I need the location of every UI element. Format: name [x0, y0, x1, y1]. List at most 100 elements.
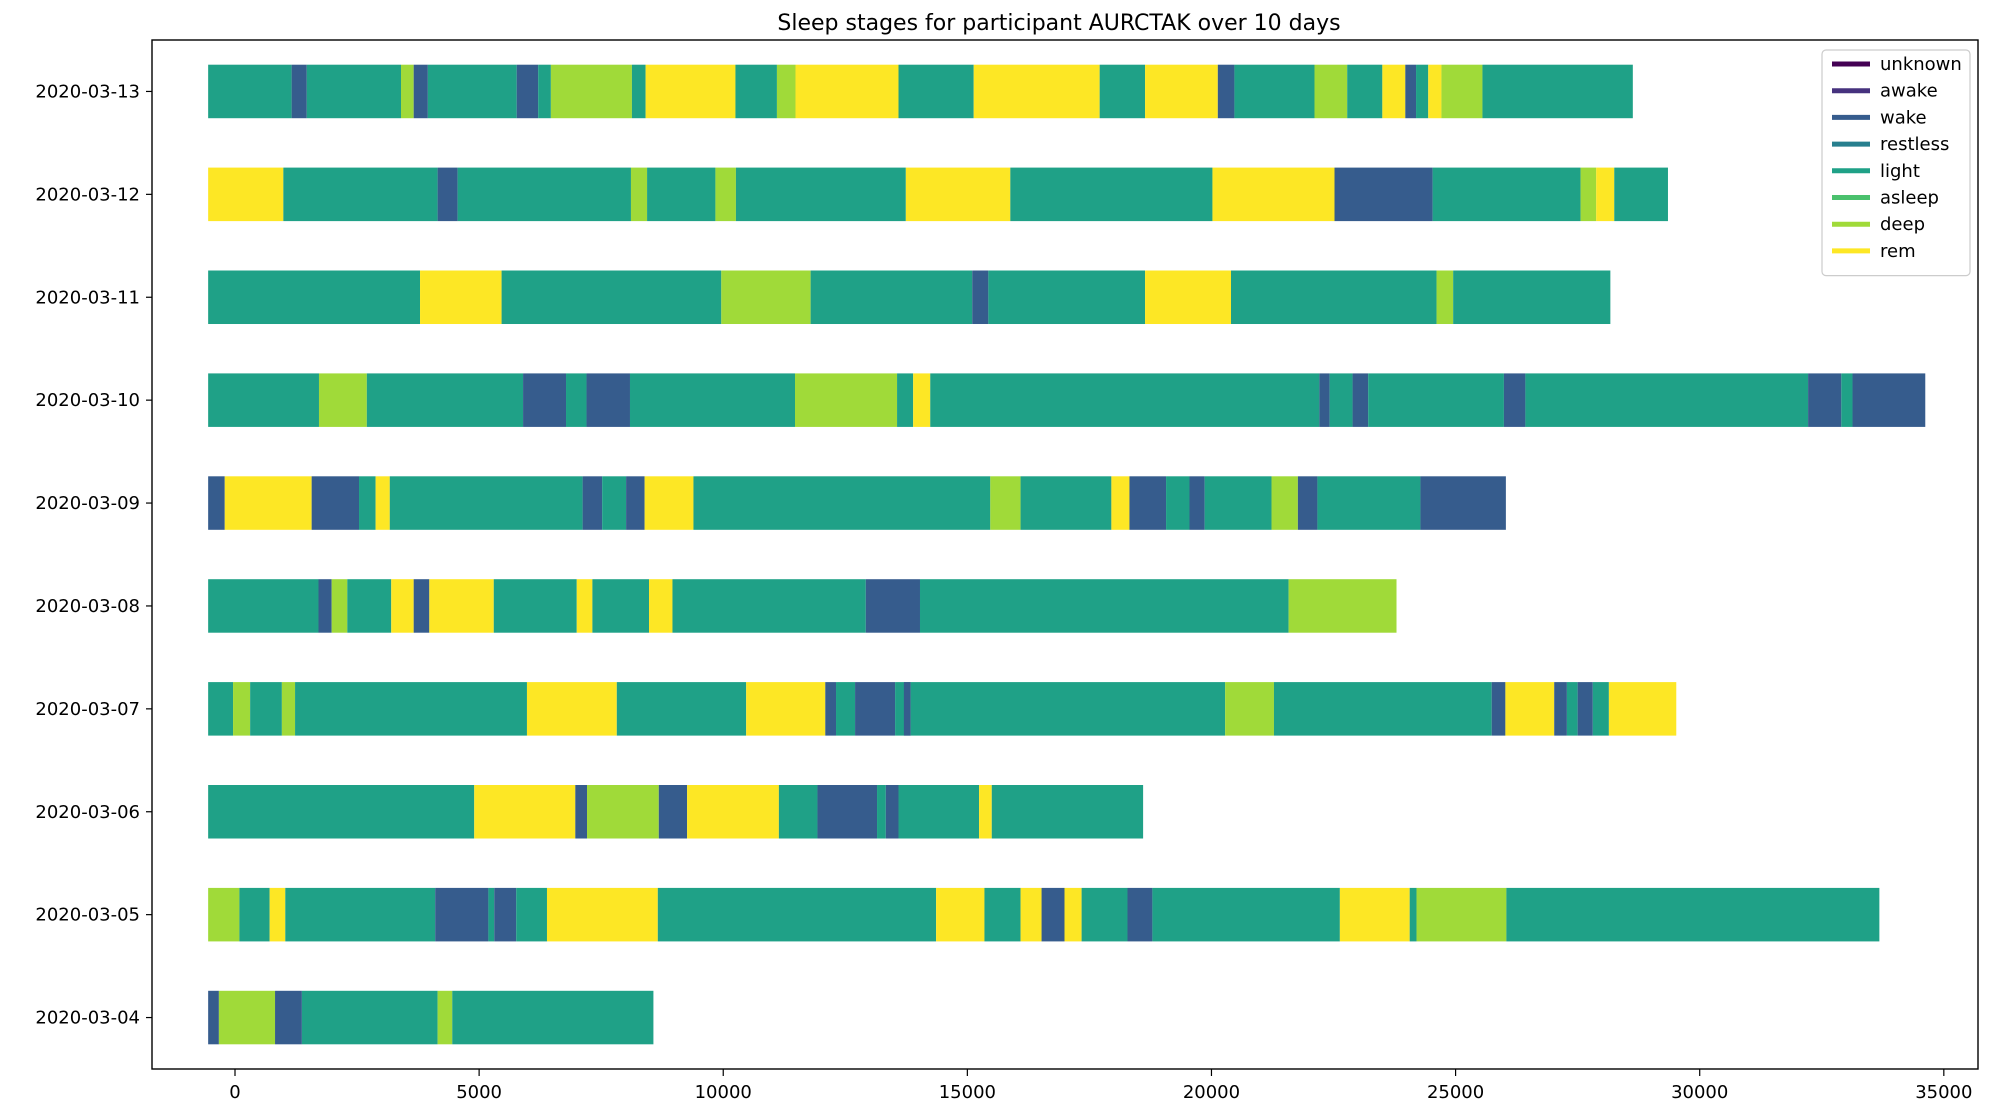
- bar-segment-light: [735, 167, 906, 222]
- x-tick-label: 35000: [1915, 1082, 1972, 1103]
- bar-segment-wake: [494, 887, 517, 942]
- bar-segment-light: [493, 579, 577, 633]
- x-tick-label: 0: [229, 1082, 240, 1103]
- bar-segment-light: [208, 64, 292, 119]
- bar-segment-rem: [208, 167, 284, 222]
- bar-segment-light: [1614, 167, 1668, 222]
- bar-segment-rem: [1505, 682, 1555, 736]
- bar-segment-deep: [1288, 579, 1397, 633]
- bar-segment-light: [250, 682, 282, 736]
- bar-row-2020-03-13: [208, 64, 1633, 119]
- bar-segment-deep: [1271, 476, 1298, 530]
- x-tick-label: 5000: [456, 1082, 502, 1103]
- legend-label: light: [1880, 161, 1920, 182]
- x-tick-label: 25000: [1427, 1082, 1484, 1103]
- bar-segment-wake: [825, 682, 837, 736]
- bar-segment-light: [898, 785, 980, 839]
- bar-segment-light: [1204, 476, 1272, 530]
- bar-segment-rem: [1020, 887, 1042, 942]
- bar-segment-wake: [817, 785, 878, 839]
- bar-segment-wake: [1852, 373, 1926, 427]
- bar-segment-light: [516, 887, 547, 942]
- y-tick-label: 2020-03-10: [35, 390, 140, 411]
- bar-segment-light: [1453, 270, 1611, 325]
- y-tick-label: 2020-03-05: [35, 905, 140, 926]
- y-tick-label: 2020-03-12: [35, 184, 140, 205]
- bar-segment-light: [283, 167, 438, 222]
- x-tick-label: 20000: [1183, 1082, 1240, 1103]
- bar-segment-light: [735, 64, 777, 119]
- bar-segment-rem: [1212, 167, 1335, 222]
- bar-row-2020-03-05: [208, 887, 1880, 942]
- bar-segment-rem: [905, 167, 1011, 222]
- legend-item-wake: wake: [1832, 107, 1927, 128]
- bar-segment-rem: [644, 476, 694, 530]
- bar-segment-deep: [715, 167, 736, 222]
- bar-row-2020-03-04: [208, 990, 654, 1045]
- bar-segment-light: [988, 270, 1146, 325]
- legend-item-light: light: [1832, 161, 1920, 182]
- bar-segment-deep: [1416, 887, 1507, 942]
- bar-segment-light: [347, 579, 392, 633]
- bar-segment-light: [1273, 682, 1492, 736]
- bar-segment-light: [295, 682, 527, 736]
- bar-segment-rem: [224, 476, 312, 530]
- bar-segment-wake: [291, 64, 307, 119]
- bar-segment-light: [301, 990, 438, 1045]
- bar-segment-light: [1010, 167, 1213, 222]
- bar-segment-wake: [1334, 167, 1433, 222]
- bar-segment-light: [778, 785, 818, 839]
- bar-segment-deep: [281, 682, 296, 736]
- bar-segment-rem: [1608, 682, 1677, 736]
- legend-item-asleep: asleep: [1832, 188, 1939, 209]
- bar-segment-light: [488, 887, 495, 942]
- legend-label: deep: [1880, 214, 1925, 235]
- bar-segment-rem: [391, 579, 414, 633]
- y-tick-label: 2020-03-11: [35, 287, 140, 308]
- bar-segment-light: [592, 579, 650, 633]
- axes-layer: 2020-03-13 2020-03-12 2020-03-11 2020-03-10…: [35, 39, 1979, 1103]
- bar-segment-rem: [746, 682, 826, 736]
- chart-title: Sleep stages for participant AURCTAK ove…: [777, 11, 1340, 36]
- bar-segment-light: [208, 785, 475, 839]
- bar-segment-deep: [550, 64, 632, 119]
- bar-segment-light: [919, 579, 1289, 633]
- bar-segment-wake: [972, 270, 989, 325]
- bar-segment-light: [647, 167, 716, 222]
- bar-segment-deep: [721, 270, 811, 325]
- legend: unknown awake wake restless light asleep deep r…: [1821, 49, 1971, 277]
- bar-segment-light: [452, 990, 654, 1045]
- bar-segment-wake: [1405, 64, 1417, 119]
- bar-segment-rem: [979, 785, 992, 839]
- bar-segment-deep: [233, 682, 251, 736]
- legend-item-restless: restless: [1832, 134, 1949, 155]
- bar-segment-light: [427, 64, 517, 119]
- bar-segment-light: [366, 373, 524, 427]
- y-tick-label: 2020-03-13: [35, 81, 140, 102]
- bar-segment-light: [1317, 476, 1421, 530]
- bar-segment-wake: [1577, 682, 1593, 736]
- y-tick-label: 2020-03-08: [35, 596, 140, 617]
- y-tick-label: 2020-03-04: [35, 1008, 140, 1029]
- bar-segment-rem: [269, 887, 286, 942]
- bar-segment-wake: [865, 579, 920, 633]
- bar-segment-light: [629, 373, 795, 427]
- legend-item-deep: deep: [1832, 214, 1925, 235]
- bar-segment-wake: [1491, 682, 1506, 736]
- bar-segment-wake: [1319, 373, 1330, 427]
- bar-segment-rem: [1382, 64, 1406, 119]
- x-tick-label: 15000: [939, 1082, 996, 1103]
- bar-segment-rem: [645, 64, 736, 119]
- bar-row-2020-03-09: [208, 476, 1506, 530]
- bar-segment-light: [1566, 682, 1578, 736]
- bar-segment-deep: [1580, 167, 1597, 222]
- legend-label: unknown: [1880, 54, 1962, 75]
- bar-segment-light: [1329, 373, 1353, 427]
- legend-label: restless: [1880, 134, 1949, 155]
- bar-segment-wake: [311, 476, 360, 530]
- bar-segment-light: [810, 270, 973, 325]
- bar-segment-rem: [1428, 64, 1442, 119]
- bar-segment-wake: [437, 167, 458, 222]
- bar-segment-light: [359, 476, 376, 530]
- bar-row-2020-03-11: [208, 270, 1611, 325]
